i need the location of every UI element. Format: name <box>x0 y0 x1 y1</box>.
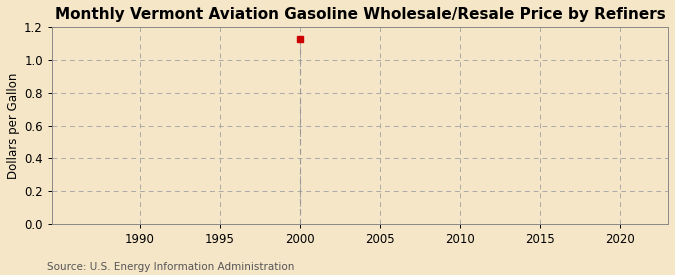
Text: Source: U.S. Energy Information Administration: Source: U.S. Energy Information Administ… <box>47 262 294 271</box>
Title: Monthly Vermont Aviation Gasoline Wholesale/Resale Price by Refiners: Monthly Vermont Aviation Gasoline Wholes… <box>55 7 666 22</box>
Y-axis label: Dollars per Gallon: Dollars per Gallon <box>7 73 20 179</box>
